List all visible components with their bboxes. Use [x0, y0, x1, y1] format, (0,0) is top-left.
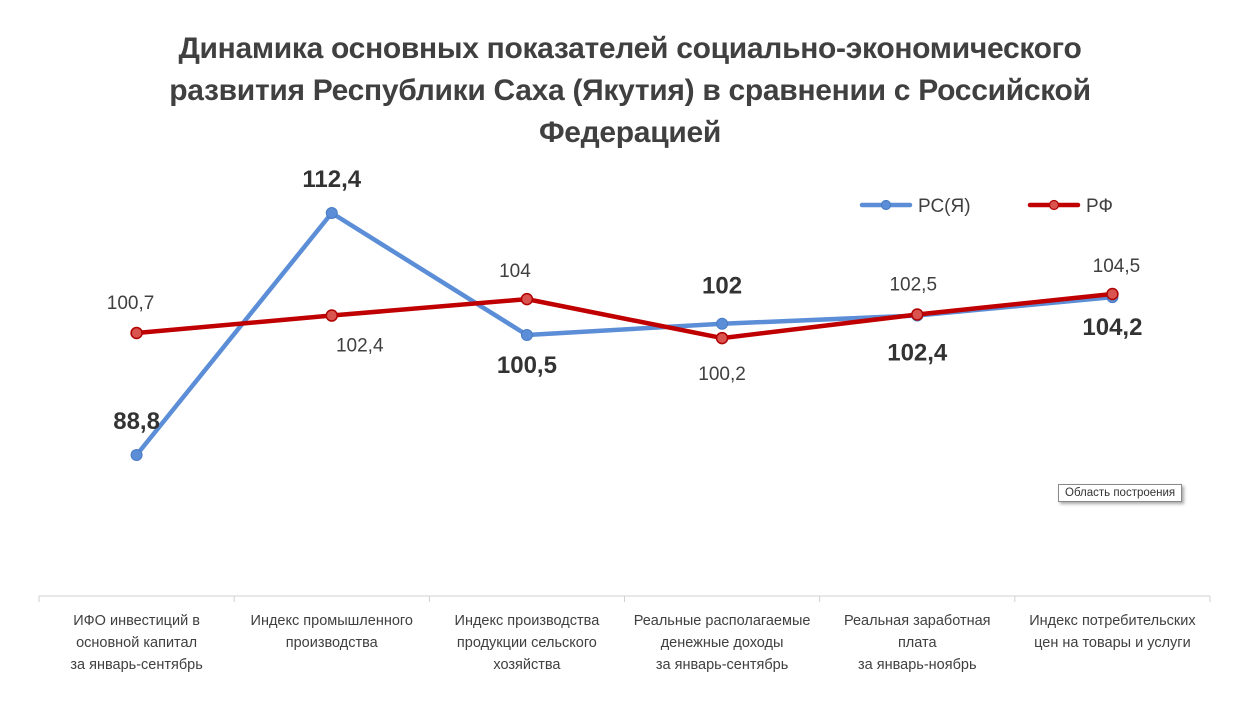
data-label-rf: 100,7: [107, 293, 155, 314]
chart-title-line-3: Федерацией: [538, 116, 722, 149]
legend-marker: [1048, 199, 1060, 211]
category-label-line: плата: [897, 635, 937, 651]
legend-label-rf: РФ: [1086, 196, 1113, 217]
data-label-rf: 104,5: [1093, 256, 1141, 277]
data-point-rf: [1106, 287, 1119, 301]
data-point-rs: [716, 317, 729, 330]
category-label-line: цен на товары и услуги: [1034, 635, 1191, 651]
data-label-rs: 100,5: [497, 352, 557, 379]
data-point-rf: [130, 326, 143, 340]
category-label-line: Индекс производства: [454, 613, 600, 629]
category-label: Реальные располагаемые денежные доходы за …: [627, 610, 817, 676]
data-point-rs: [130, 449, 143, 461]
category-label-line: хозяйства: [493, 657, 561, 673]
data-point-rf: [520, 292, 534, 306]
data-label-rf: 102,4: [336, 336, 384, 357]
data-point-rs: [325, 207, 338, 219]
data-label-rs: 112,4: [302, 166, 361, 193]
category-label-line: ИФО инвестиций в: [73, 613, 200, 629]
category-label-line: основной капитал: [76, 635, 198, 651]
series-line-rf: [134, 291, 1115, 341]
category-label-line: денежные доходы: [660, 635, 784, 651]
category-label-line: Реальные располагаемые: [633, 613, 811, 629]
legend-label-rs: РС(Я): [918, 196, 971, 217]
category-label-line: продукции сельского: [456, 635, 597, 651]
chart-title-line-1: Динамика основных показателей социально-…: [178, 32, 1082, 65]
category-label-line: Индекс потребительских: [1029, 613, 1196, 629]
chart-title-line-2: развития Республики Саха (Якутия) в срав…: [169, 74, 1091, 107]
category-label-line: производства: [285, 635, 378, 651]
data-label-rs: 102: [702, 273, 742, 300]
category-label: Индекс потребительских цен на товары и ус…: [1017, 610, 1207, 654]
category-label: Индекс производства продукции сельского хо…: [432, 610, 622, 676]
series-line-rs: [134, 210, 1115, 458]
data-point-rs: [520, 329, 533, 342]
category-label: Реальная заработная плата за январь-ноябрь: [822, 610, 1012, 676]
data-point-rf: [325, 309, 338, 322]
data-label-rf: 100,2: [698, 364, 746, 385]
data-label-rf: 104: [499, 261, 531, 282]
category-label: Индекс промышленного производства: [237, 610, 427, 654]
category-label-line: Реальная заработная: [843, 613, 991, 629]
category-label-line: за январь-ноябрь: [858, 657, 977, 673]
category-label-line: за январь-сентябрь: [70, 657, 203, 673]
legend-marker: [880, 199, 892, 211]
plot-area-tooltip: Область построения: [1058, 484, 1183, 502]
category-label: ИФО инвестиций в основной капитал за январ…: [42, 610, 232, 676]
data-label-rf: 102,5: [889, 275, 937, 296]
data-label-rs: 88,8: [113, 408, 160, 435]
data-label-rs: 102,4: [887, 340, 948, 367]
category-label-line: Индекс промышленного: [250, 613, 413, 629]
chart-title: Динамика основных показателей социально-…: [110, 28, 1150, 154]
data-label-rs: 104,2: [1082, 314, 1142, 341]
data-point-rf: [715, 331, 729, 345]
data-point-rf: [911, 308, 924, 321]
category-label-line: за январь-сентябрь: [655, 657, 789, 673]
